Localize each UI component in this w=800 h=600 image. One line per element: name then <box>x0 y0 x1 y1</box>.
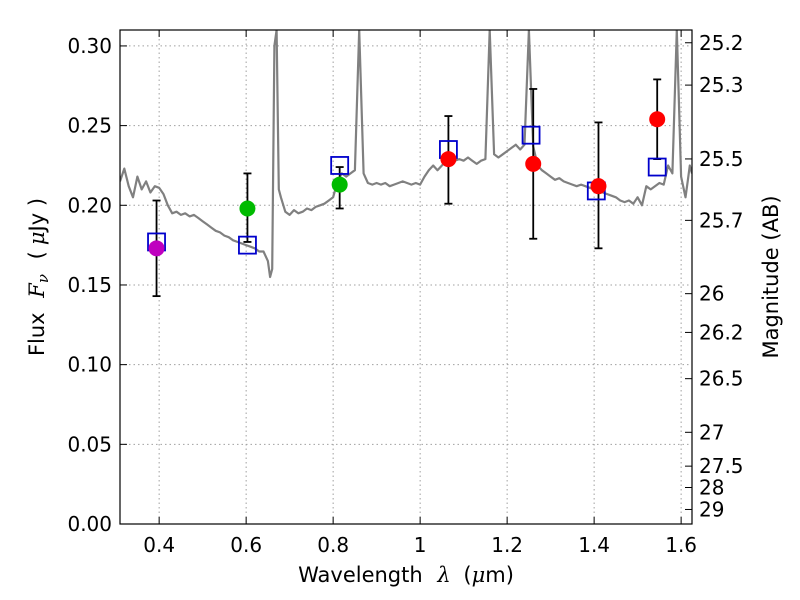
plot-frame <box>119 29 693 525</box>
x-axis-label-unit-rest: m) <box>485 563 514 587</box>
y-axis-label: Flux Fν ( μJy ) <box>25 198 53 356</box>
observed-points <box>148 111 666 257</box>
model-point <box>238 235 257 255</box>
x-tick-label: 1.2 <box>491 533 523 557</box>
observed-point <box>440 151 457 168</box>
y2-tick-label: 25.2 <box>699 31 744 55</box>
observed-point <box>649 111 666 128</box>
model-points <box>147 125 667 255</box>
y2-tick-label: 25.7 <box>699 208 744 232</box>
y-tick-label: 0.10 <box>67 353 112 377</box>
y2-tick-label: 25.5 <box>699 147 744 171</box>
x-tick-label: 0.8 <box>317 533 349 557</box>
observed-point <box>148 240 165 257</box>
x-axis-label-symbol: λ <box>436 563 450 587</box>
observed-point <box>590 178 607 195</box>
x-tick-label: 0.6 <box>230 533 262 557</box>
x-axis-label-text: Wavelength <box>298 563 423 587</box>
spectrum-line <box>120 30 692 279</box>
y-tick-label: 0.00 <box>67 512 112 536</box>
y-tick-label: 0.20 <box>67 193 112 217</box>
y-tick-label: 0.30 <box>67 34 112 58</box>
y2-tick-label: 27 <box>699 420 724 444</box>
x-axis-label-unit-open: ( <box>463 563 471 587</box>
observed-point <box>239 200 256 217</box>
y2-axis-label: Magnitude (AB) <box>759 195 783 358</box>
axis-ticks: 0.4 0.6 0.8 1 1.2 1.4 1.6 0.00 0.05 0.10 0.15 0.20 0… <box>67 30 744 557</box>
y2-tick-label: 29 <box>699 497 724 521</box>
y-tick-label: 0.25 <box>67 114 112 138</box>
y-tick-label: 0.05 <box>67 432 112 456</box>
y-axis-label-unit-open: ( <box>25 251 49 259</box>
x-tick-label: 1.6 <box>665 533 697 557</box>
x-tick-label: 0.4 <box>143 533 175 557</box>
y2-tick-label: 26.2 <box>699 320 744 344</box>
x-axis-label: Wavelength λ (μm) <box>298 563 514 587</box>
y-axis-label-symbol: F <box>25 282 49 299</box>
x-tick-label: 1.4 <box>578 533 610 557</box>
y2-tick-label: 25.3 <box>699 73 744 97</box>
x-tick-label: 1 <box>414 533 427 557</box>
spectrum-series <box>120 30 692 279</box>
x-axis-label-unit-mu: μ <box>472 563 486 587</box>
error-bars <box>152 78 662 298</box>
y-tick-label: 0.15 <box>67 273 112 297</box>
y2-tick-label: 26 <box>699 282 724 306</box>
y-axis-label-unit-rest: Jy ) <box>25 198 49 234</box>
y2-tick-label: 26.5 <box>699 367 744 391</box>
grid-lines <box>120 30 692 525</box>
model-point <box>647 157 667 177</box>
y-axis-label-subscript: ν <box>34 274 52 283</box>
observed-point <box>331 176 348 193</box>
y2-tick-label: 28 <box>699 475 724 499</box>
y-axis-label-unit-mu: μ <box>25 231 49 245</box>
y2-tick-label: 27.5 <box>699 454 744 478</box>
y-axis-label-text: Flux <box>25 312 49 356</box>
model-point <box>521 125 541 145</box>
model-point <box>330 156 350 175</box>
observed-point <box>525 155 542 172</box>
